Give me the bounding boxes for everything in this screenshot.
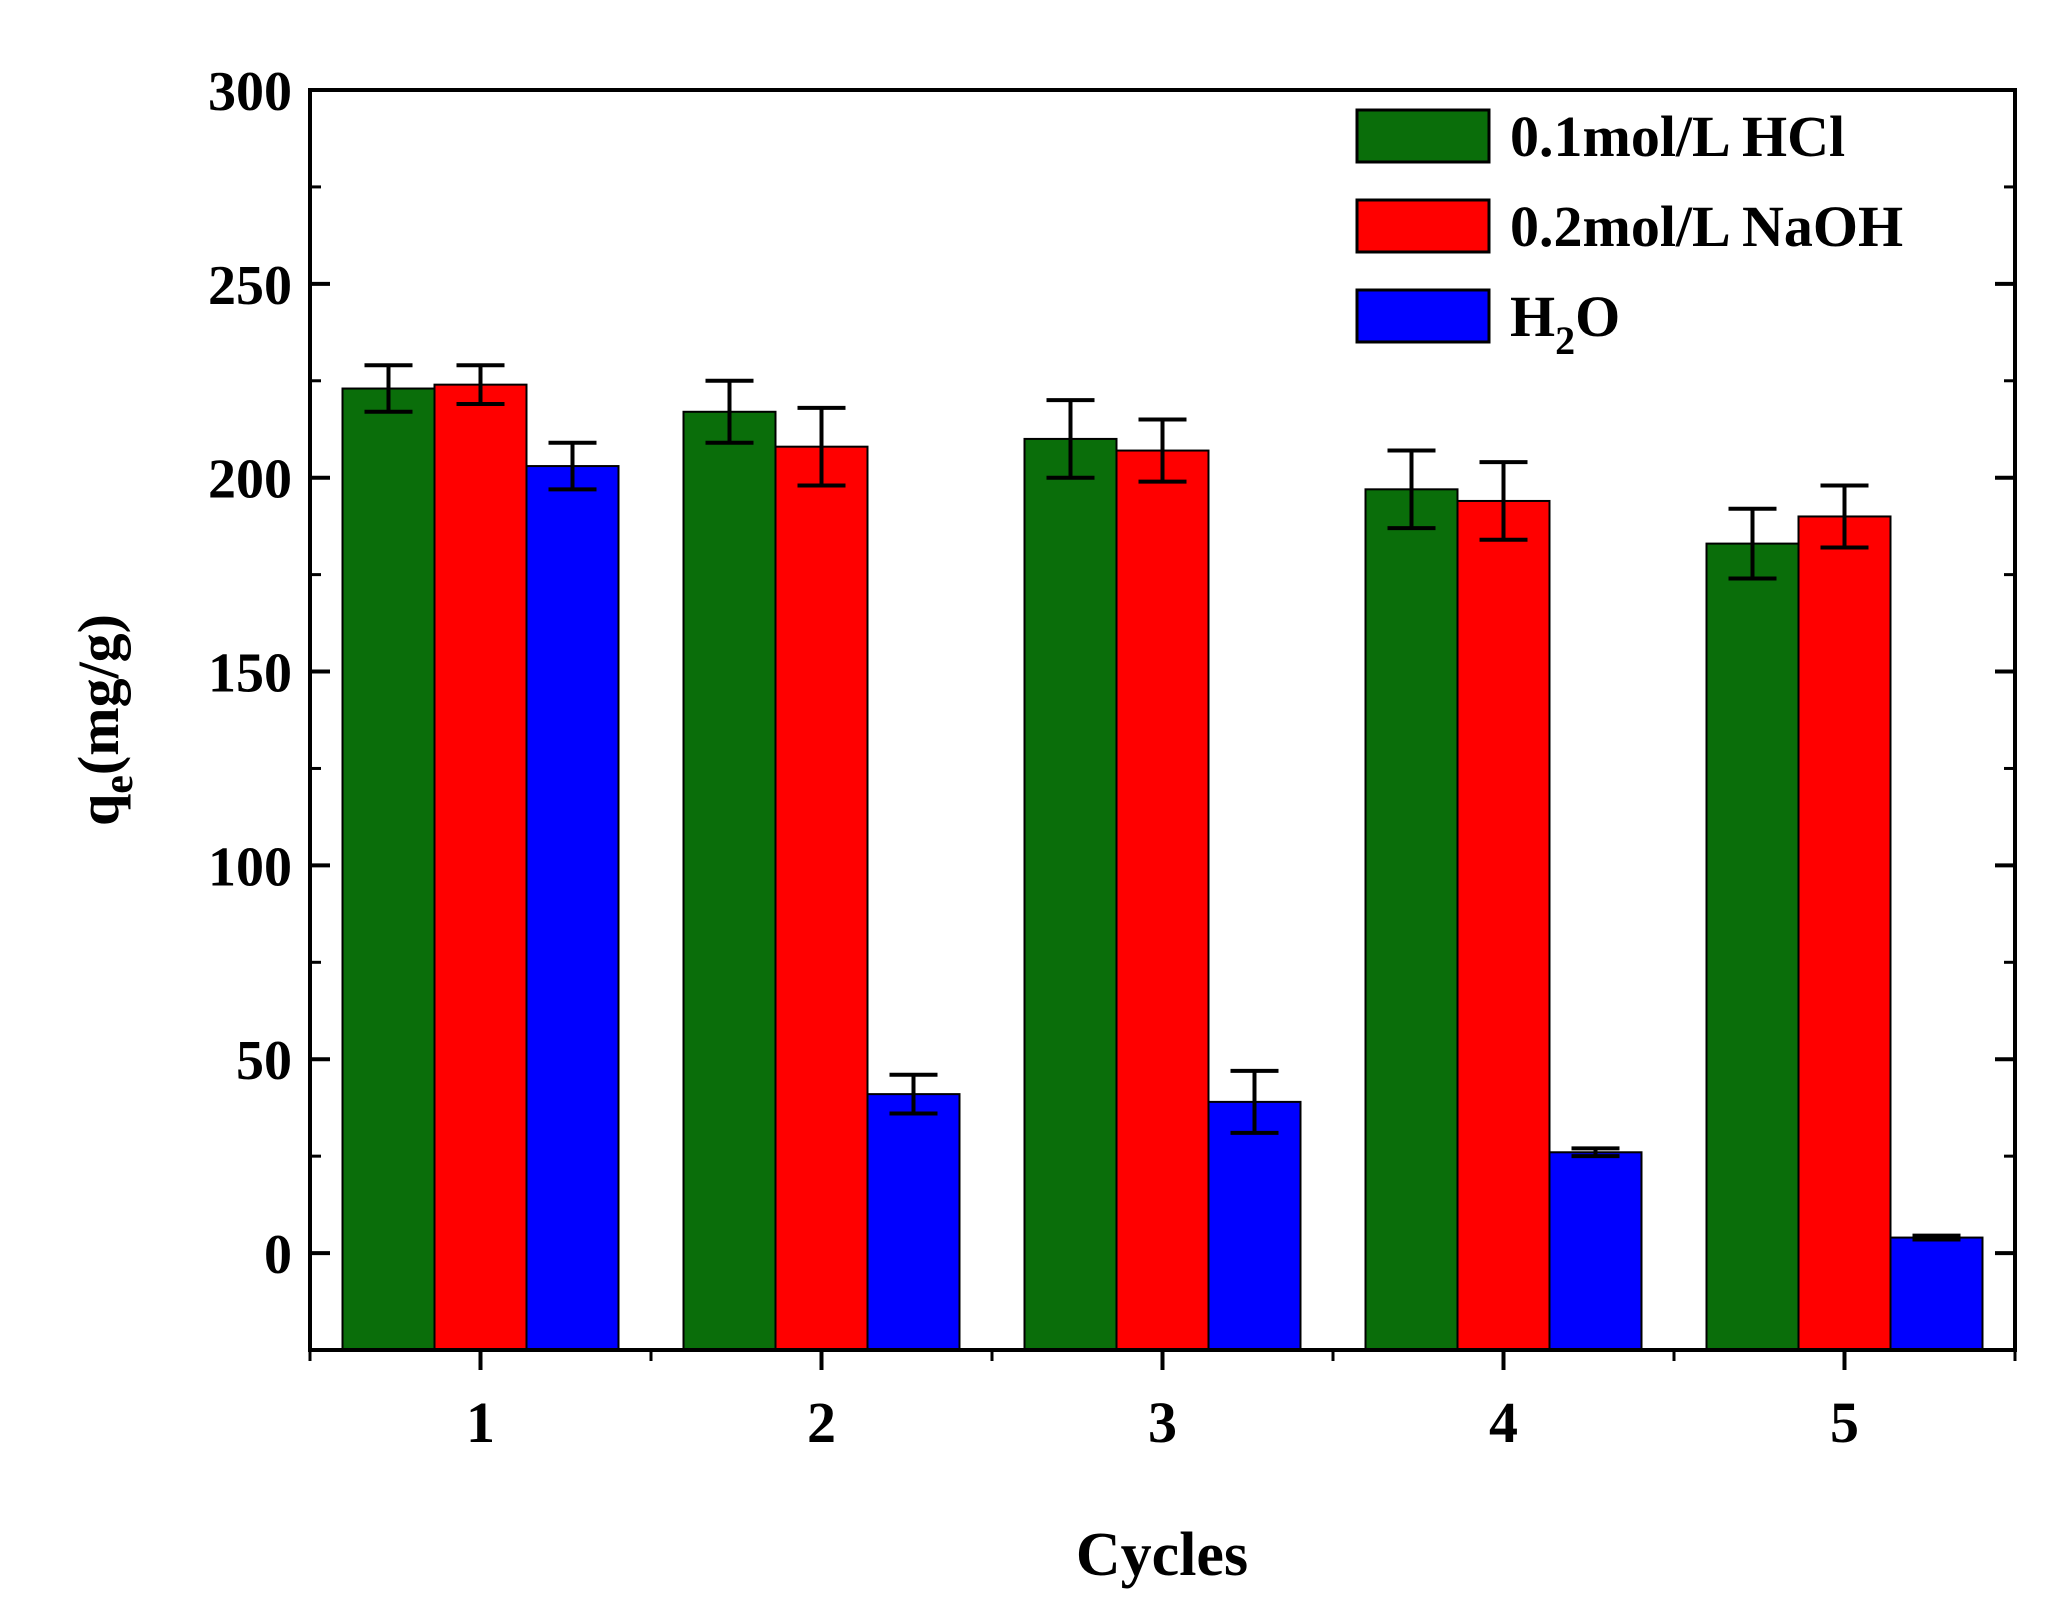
error-bar-series2-cycle2 [797, 405, 846, 488]
error-bar-series1-cycle2 [705, 378, 754, 445]
legend-swatch-naoh [1355, 198, 1491, 254]
error-bar-series1-cycle3 [1046, 398, 1095, 480]
error-bar-series2-cycle1 [456, 363, 505, 407]
bar-series2-cycle2 [774, 445, 869, 1351]
x-tick-label: 5 [1830, 1390, 1859, 1455]
bar-series3-cycle4 [1548, 1151, 1643, 1352]
error-bars-layer [364, 363, 1961, 1242]
bar-series3-cycle2 [866, 1093, 961, 1351]
error-bar-series3-cycle4 [1571, 1146, 1620, 1159]
legend-label-hcl: 0.1mol/L HCl [1510, 104, 1845, 169]
y-tick-label: 300 [208, 61, 292, 123]
bar-series1-cycle4 [1364, 488, 1459, 1352]
bar-series2-cycle1 [433, 383, 528, 1351]
error-bar-series3-cycle2 [889, 1072, 938, 1116]
bar-series1-cycle2 [682, 410, 777, 1351]
error-bar-series1-cycle1 [364, 363, 413, 414]
error-bar-series2-cycle5 [1820, 483, 1869, 550]
error-bar-series2-cycle4 [1479, 460, 1528, 542]
error-bar-series2-cycle3 [1138, 417, 1187, 484]
y-tick-label: 150 [208, 643, 292, 705]
legend-label-naoh: 0.2mol/L NaOH [1510, 194, 1903, 259]
y-axis-title: qe(mg/g) [66, 614, 142, 826]
legend: 0.1mol/L HCl 0.2mol/L NaOH H2O [1355, 104, 1903, 363]
y-tick-label: 200 [208, 449, 292, 511]
x-axis-title: Cycles [1076, 1521, 1248, 1589]
bar-series3-cycle3 [1207, 1100, 1302, 1352]
legend-label-h2o: H2O [1510, 284, 1620, 363]
axis-layer: 0 50 100 150 200 250 300 1 2 3 4 5 [208, 61, 2017, 1455]
y-tick-label: 50 [236, 1030, 292, 1092]
bars-layer [341, 383, 1984, 1352]
bar-series3-cycle5 [1889, 1236, 1984, 1351]
bar-series2-cycle5 [1797, 515, 1892, 1351]
x-tick-label: 3 [1148, 1390, 1177, 1455]
legend-swatch-hcl [1355, 108, 1491, 164]
bar-series3-cycle1 [525, 465, 620, 1351]
bar-series2-cycle3 [1115, 449, 1210, 1351]
x-tick-label: 4 [1489, 1390, 1518, 1455]
x-tick-label: 1 [466, 1390, 495, 1455]
error-bar-series3-cycle3 [1230, 1068, 1279, 1135]
bar-series1-cycle5 [1705, 542, 1800, 1351]
y-tick-label: 250 [208, 255, 292, 317]
bar-series1-cycle3 [1023, 437, 1118, 1351]
y-tick-label: 100 [208, 836, 292, 898]
bar-series2-cycle4 [1456, 499, 1551, 1351]
legend-swatch-h2o [1355, 288, 1491, 344]
bar-series1-cycle1 [341, 387, 436, 1351]
error-bar-series1-cycle5 [1728, 506, 1777, 581]
error-bar-series1-cycle4 [1387, 448, 1436, 531]
y-tick-label: 0 [264, 1224, 292, 1286]
error-bar-series3-cycle5 [1912, 1233, 1961, 1242]
error-bar-series3-cycle1 [548, 440, 597, 492]
x-tick-label: 2 [807, 1390, 836, 1455]
